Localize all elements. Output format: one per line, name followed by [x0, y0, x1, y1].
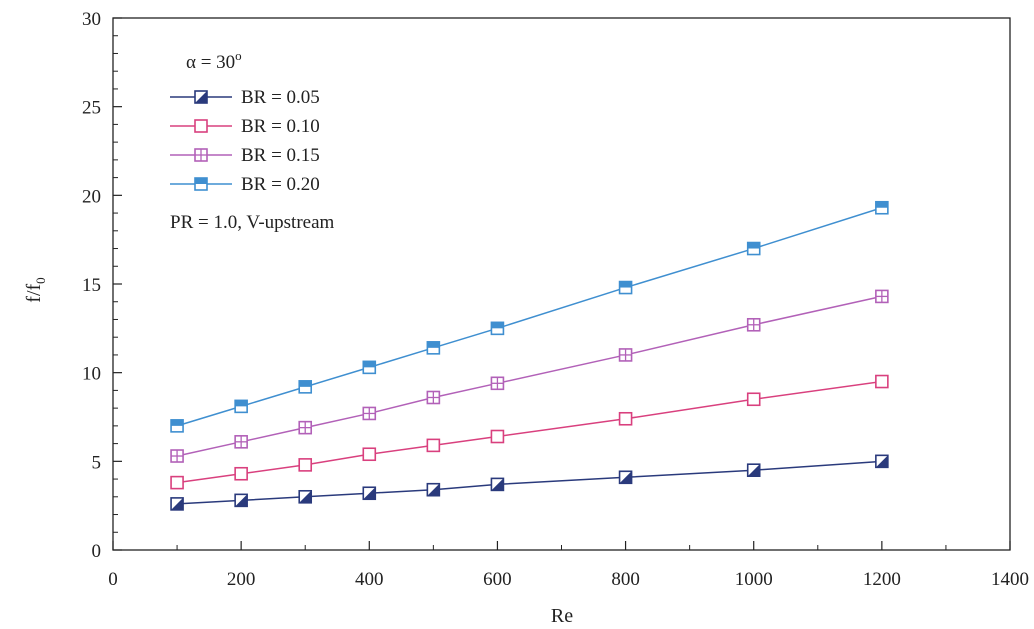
data-point — [875, 454, 889, 469]
data-point — [618, 348, 633, 362]
data-point — [234, 435, 248, 449]
legend-marker — [194, 90, 208, 104]
data-point — [490, 429, 505, 444]
data-point — [426, 438, 441, 453]
y-tick-label: 30 — [82, 9, 101, 30]
legend-item: BR = 0.15 — [170, 145, 320, 166]
x-tick-label: 1200 — [863, 569, 901, 590]
y-tick-label: 10 — [82, 364, 101, 385]
data-point — [362, 406, 377, 421]
data-point — [362, 360, 377, 375]
data-point — [234, 493, 248, 508]
annotation-text: PR = 1.0, V-upstream — [170, 212, 335, 233]
x-tick-label: 400 — [355, 569, 384, 590]
x-tick-label: 1400 — [991, 569, 1029, 590]
y-tick-label: 25 — [82, 98, 101, 119]
legend-item: BR = 0.10 — [170, 116, 320, 137]
y-axis: 0 5 10 15 20 25 30 — [82, 9, 122, 562]
legend-label: BR = 0.10 — [241, 116, 320, 137]
y-axis-label-main: f/f — [23, 283, 45, 302]
legend-label: BR = 0.20 — [241, 174, 320, 195]
y-tick-label: 20 — [82, 186, 101, 207]
x-tick-label: 200 — [227, 569, 256, 590]
data-point — [362, 486, 377, 501]
legend-label: BR = 0.05 — [241, 87, 320, 108]
legend-marker — [194, 119, 208, 133]
data-point — [618, 411, 633, 426]
legend-marker — [194, 148, 208, 162]
series-line — [176, 207, 883, 427]
data-point — [170, 497, 184, 511]
data-point — [490, 376, 505, 391]
data-point — [362, 447, 377, 462]
data-point — [170, 449, 184, 463]
data-point — [298, 420, 313, 435]
series-layer — [170, 200, 889, 511]
data-point — [746, 241, 761, 256]
y-axis-label-sub: 0 — [33, 277, 48, 284]
y-tick-label: 15 — [82, 275, 101, 296]
x-tick-label: 800 — [611, 569, 640, 590]
data-point — [746, 317, 761, 332]
data-point — [618, 280, 633, 295]
data-point — [426, 482, 441, 497]
x-axis: 0 200 400 600 800 1000 1200 1400 — [108, 541, 1029, 590]
legend-item: BR = 0.20 — [170, 174, 320, 195]
data-point — [298, 380, 313, 394]
y-tick-label: 0 — [92, 541, 102, 562]
legend-title: α = 30o — [186, 48, 242, 73]
data-point — [298, 489, 313, 504]
data-point — [234, 399, 248, 414]
data-point — [234, 466, 248, 481]
data-point — [170, 475, 184, 490]
legend: α = 30o BR = 0.05 BR = 0.10 BR = 0.15 BR = … — [170, 48, 335, 233]
x-tick-label: 1000 — [735, 569, 773, 590]
data-point — [746, 463, 761, 478]
data-point — [426, 341, 441, 355]
x-tick-label: 0 — [108, 569, 118, 590]
data-point — [426, 390, 441, 405]
data-point — [618, 470, 633, 485]
x-axis-label: Re — [551, 605, 573, 627]
legend-item: BR = 0.05 — [170, 87, 320, 108]
y-axis-label: f/f0 — [23, 277, 48, 302]
data-point — [746, 392, 761, 407]
x-tick-label: 600 — [483, 569, 512, 590]
data-point — [875, 200, 889, 215]
svg-text:f/f0: f/f0 — [23, 277, 48, 302]
legend-marker — [194, 177, 208, 191]
y-tick-label: 5 — [92, 452, 102, 473]
data-point — [875, 374, 889, 389]
data-point — [298, 458, 313, 472]
data-point — [490, 477, 505, 492]
legend-label: BR = 0.15 — [241, 145, 320, 166]
data-point — [170, 419, 184, 433]
data-point — [490, 321, 505, 336]
data-point — [875, 289, 889, 304]
